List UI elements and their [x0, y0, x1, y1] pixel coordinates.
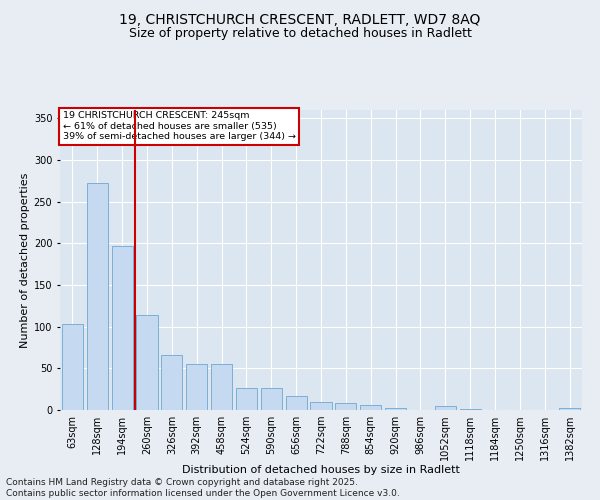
- Text: Contains HM Land Registry data © Crown copyright and database right 2025.
Contai: Contains HM Land Registry data © Crown c…: [6, 478, 400, 498]
- X-axis label: Distribution of detached houses by size in Radlett: Distribution of detached houses by size …: [182, 464, 460, 474]
- Bar: [385, 408, 406, 410]
- Bar: [310, 402, 332, 410]
- Text: 19, CHRISTCHURCH CRESCENT, RADLETT, WD7 8AQ: 19, CHRISTCHURCH CRESCENT, RADLETT, WD7 …: [119, 12, 481, 26]
- Bar: [112, 246, 133, 410]
- Bar: [559, 408, 580, 410]
- Bar: [261, 388, 282, 410]
- Bar: [211, 364, 232, 410]
- Bar: [286, 396, 307, 410]
- Text: Size of property relative to detached houses in Radlett: Size of property relative to detached ho…: [128, 28, 472, 40]
- Bar: [62, 324, 83, 410]
- Bar: [360, 405, 381, 410]
- Bar: [87, 184, 108, 410]
- Y-axis label: Number of detached properties: Number of detached properties: [20, 172, 29, 348]
- Bar: [136, 315, 158, 410]
- Bar: [335, 402, 356, 410]
- Bar: [236, 388, 257, 410]
- Text: 19 CHRISTCHURCH CRESCENT: 245sqm
← 61% of detached houses are smaller (535)
39% : 19 CHRISTCHURCH CRESCENT: 245sqm ← 61% o…: [62, 112, 296, 142]
- Bar: [186, 364, 207, 410]
- Bar: [435, 406, 456, 410]
- Bar: [161, 355, 182, 410]
- Bar: [460, 409, 481, 410]
